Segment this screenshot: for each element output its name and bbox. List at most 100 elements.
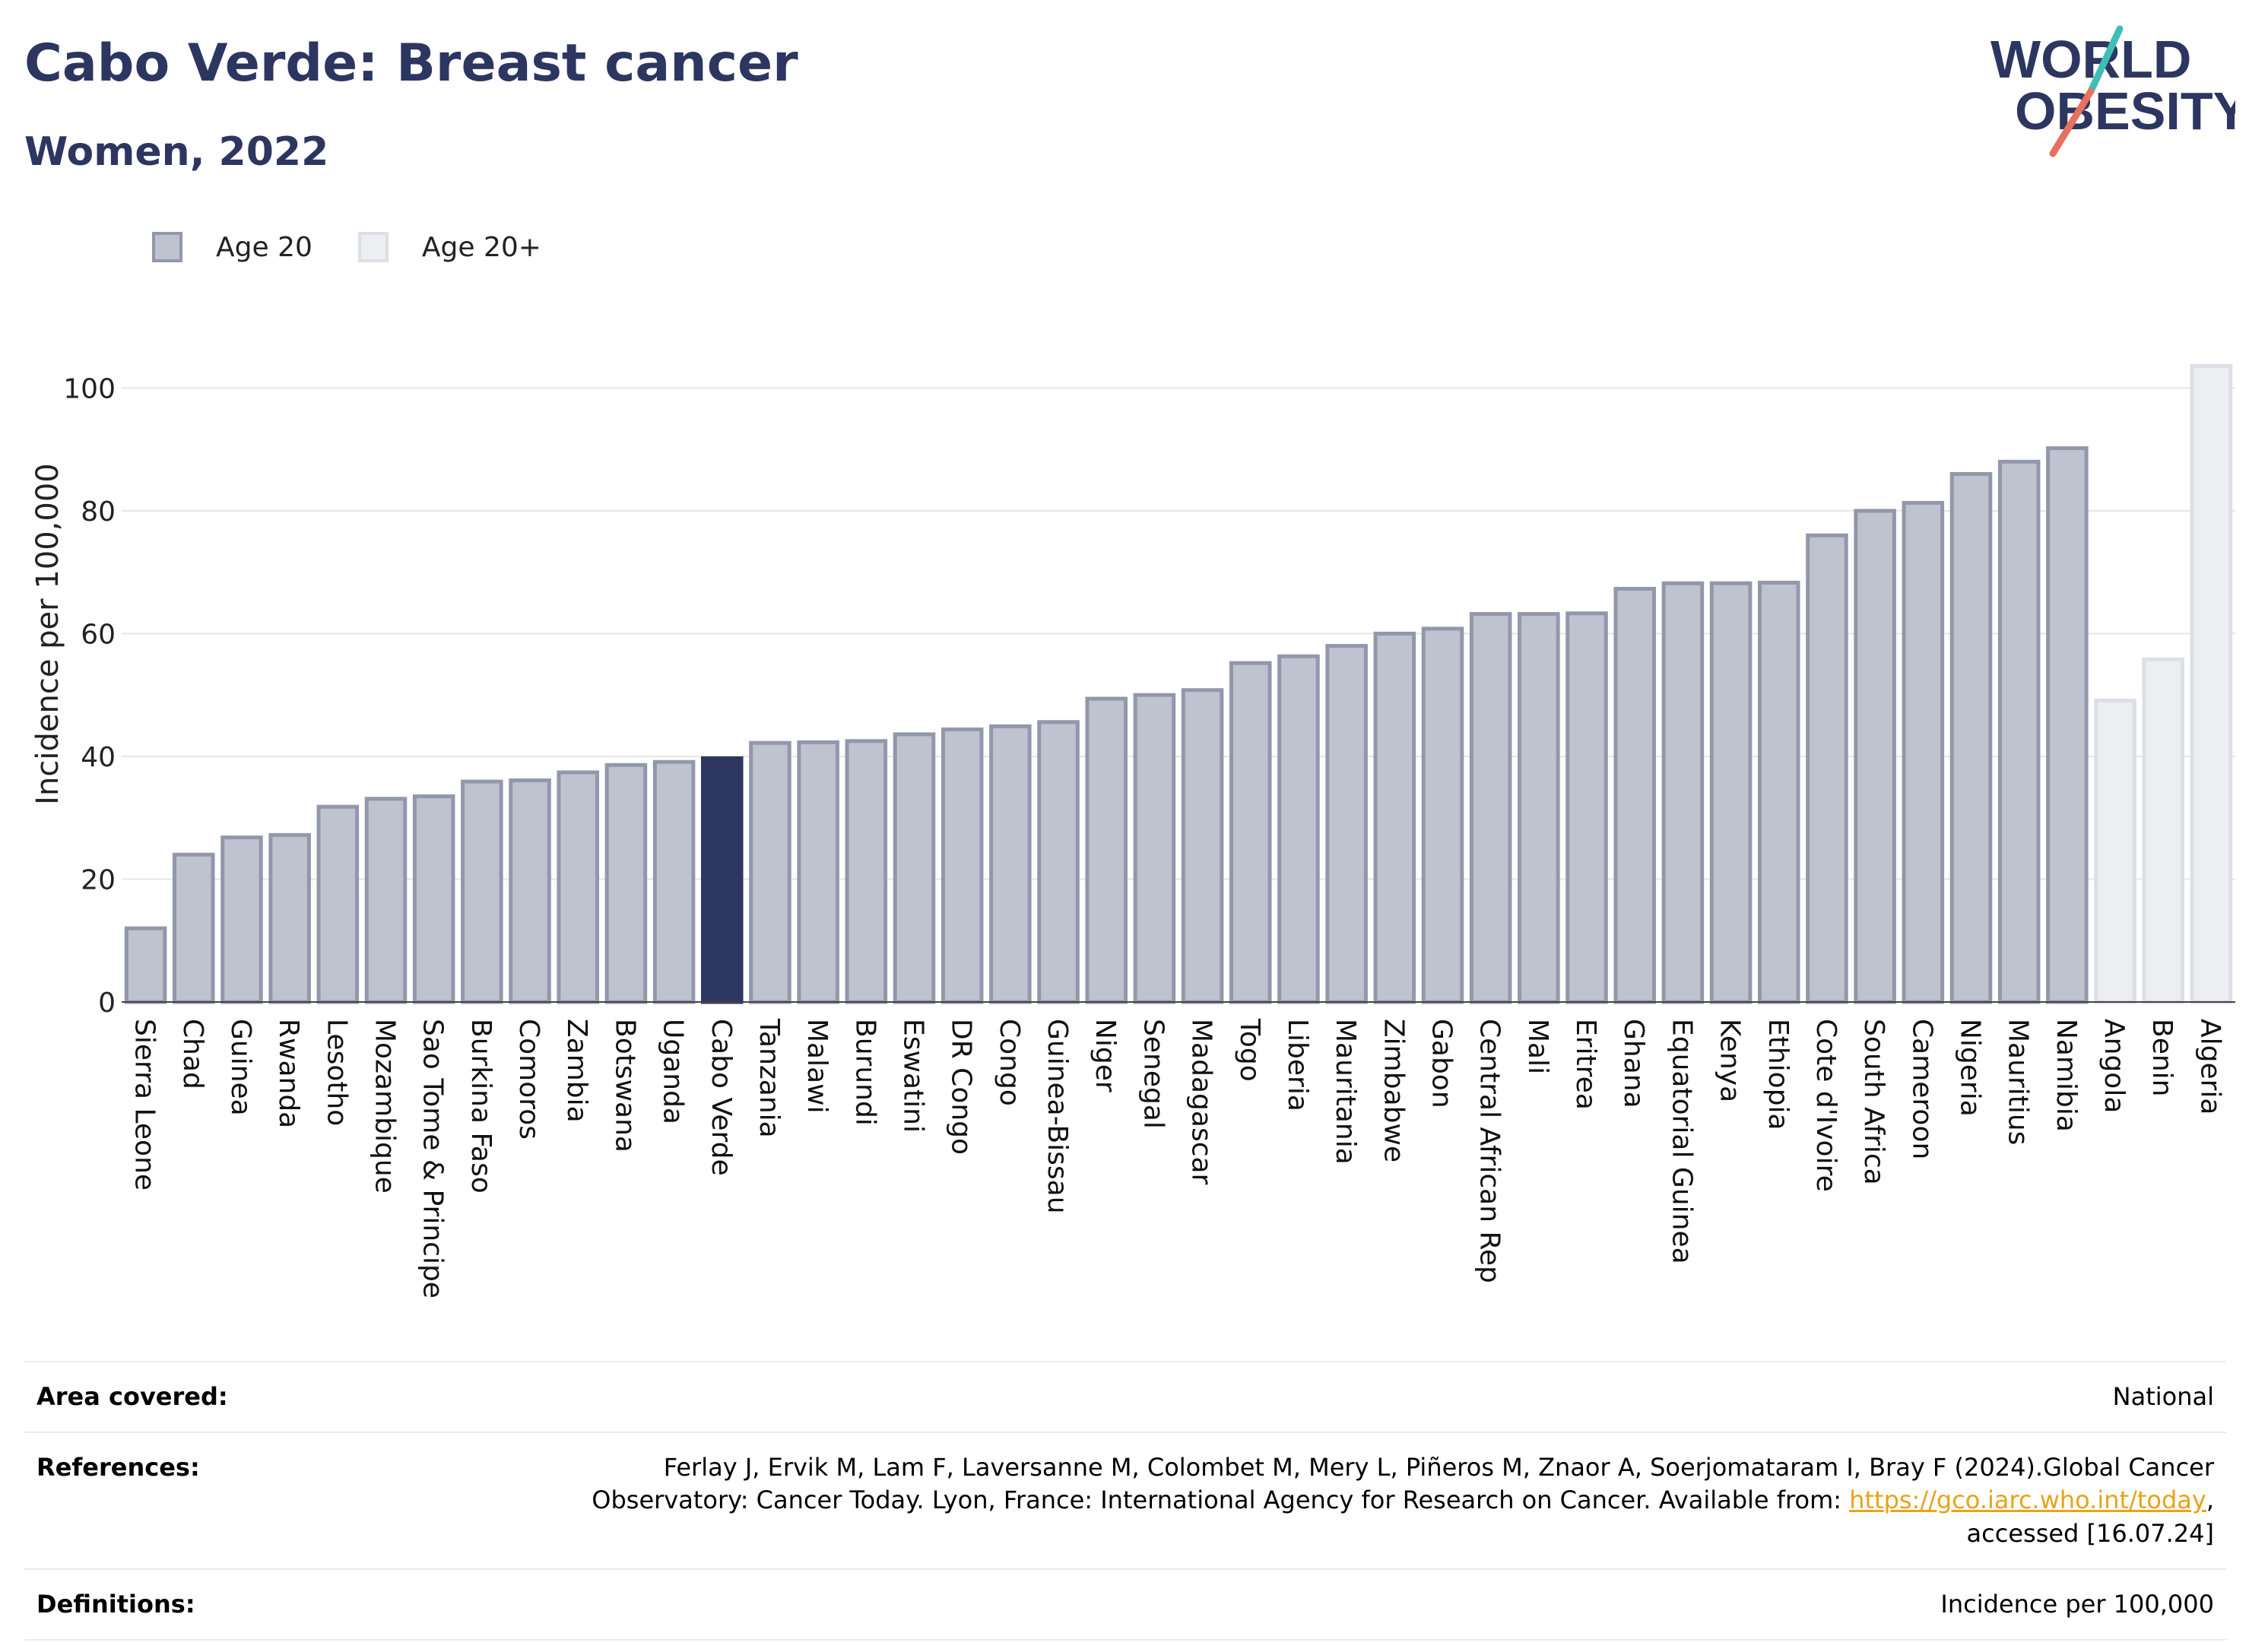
logo-slash-coral — [2049, 87, 2095, 157]
x-tick-label: Eritrea — [1570, 1019, 1601, 1110]
y-tick-label: 60 — [81, 619, 116, 650]
bar[interactable] — [509, 778, 551, 1004]
references-line-3: accessed [16.07.24] — [1966, 1518, 2214, 1548]
bar[interactable] — [1518, 612, 1560, 1004]
bar[interactable] — [1277, 654, 1320, 1004]
bar[interactable] — [749, 740, 791, 1004]
chart-subtitle: Women, 2022 — [24, 129, 329, 175]
x-tick-label: Cameroon — [1906, 1019, 1937, 1159]
x-tick-label: Tanzania — [753, 1018, 785, 1138]
references-link[interactable]: https://gco.iarc.who.int/today — [1849, 1486, 2206, 1515]
bar[interactable] — [1709, 581, 1753, 1004]
x-tick-label: Congo — [994, 1019, 1025, 1106]
bar[interactable] — [1229, 661, 1272, 1004]
x-tick-label: Nigeria — [1955, 1019, 1986, 1117]
x-tick-label: Guinea — [225, 1019, 256, 1116]
y-tick-label: 0 — [98, 988, 116, 1019]
x-tick-label: Cote d'Ivoire — [1810, 1019, 1841, 1192]
x-tick-label: Mauritania — [1330, 1019, 1361, 1165]
x-tick-label: Kenya — [1715, 1019, 1746, 1102]
bar[interactable] — [1421, 626, 1464, 1004]
bar[interactable] — [557, 770, 599, 1004]
bar[interactable] — [412, 794, 455, 1004]
x-tick-label: Burkina Faso — [465, 1019, 496, 1194]
references-label: References: — [24, 1432, 444, 1569]
bar[interactable] — [1854, 509, 1896, 1004]
bar[interactable] — [1565, 611, 1608, 1004]
bar[interactable] — [604, 763, 648, 1004]
bar[interactable] — [1469, 612, 1512, 1004]
x-tick-label: Sierra Leone — [129, 1019, 160, 1191]
bar[interactable] — [2094, 698, 2136, 1004]
bar[interactable] — [1806, 533, 1848, 1004]
bar[interactable] — [701, 756, 744, 1004]
y-tick-label: 40 — [81, 742, 116, 773]
bar[interactable] — [1037, 720, 1080, 1004]
x-tick-label: Zimbabwe — [1378, 1019, 1409, 1162]
x-tick-label: Zambia — [561, 1019, 592, 1123]
bar[interactable] — [1181, 688, 1224, 1004]
x-tick-label: Mauritius — [2003, 1019, 2034, 1145]
bar[interactable] — [220, 836, 263, 1004]
y-axis-label: Incidence per 100,000 — [30, 463, 65, 805]
chart-legend: Age 20 Age 20+ — [152, 224, 587, 270]
x-tick-label: Benin — [2146, 1019, 2178, 1096]
info-table: Area covered: National References: Ferla… — [24, 1360, 2226, 1641]
x-tick-label: South Africa — [1858, 1019, 1889, 1185]
x-tick-label: Liberia — [1282, 1019, 1313, 1111]
bar[interactable] — [1133, 693, 1176, 1004]
references-line-2-suffix: , — [2206, 1486, 2214, 1515]
bar[interactable] — [797, 740, 839, 1004]
x-tick-label: DR Congo — [946, 1019, 977, 1155]
bar[interactable] — [1373, 631, 1416, 1004]
bar[interactable] — [268, 832, 311, 1004]
x-tick-label: Burundi — [849, 1019, 880, 1126]
bar[interactable] — [124, 926, 167, 1004]
x-tick-label: Sao Tome & Principe — [417, 1019, 449, 1298]
info-row-area: Area covered: National — [24, 1360, 2226, 1433]
logo-line-1: WORLD — [1990, 30, 2191, 89]
bar[interactable] — [893, 732, 936, 1004]
x-tick-label: Senegal — [1137, 1019, 1169, 1129]
bar[interactable] — [1613, 586, 1657, 1004]
x-tick-label: Gabon — [1426, 1019, 1458, 1108]
bar[interactable] — [941, 727, 984, 1004]
x-tick-label: Botswana — [609, 1019, 640, 1153]
bar[interactable] — [1997, 459, 2041, 1004]
bar[interactable] — [1085, 696, 1128, 1004]
legend-item-age20[interactable]: Age 20 — [152, 232, 312, 263]
bar[interactable] — [316, 804, 360, 1004]
bar[interactable] — [173, 852, 215, 1004]
x-tick-label: Rwanda — [273, 1019, 304, 1128]
x-tick-label: Guinea-Bissau — [1042, 1019, 1073, 1214]
x-tick-label: Mali — [1522, 1019, 1553, 1074]
x-tick-label: Eswatini — [898, 1019, 929, 1133]
bar[interactable] — [2046, 446, 2089, 1004]
bar[interactable] — [2142, 657, 2185, 1004]
bar[interactable] — [1902, 500, 1945, 1004]
bar[interactable] — [1661, 581, 1705, 1004]
logo-slash-teal — [2087, 25, 2124, 95]
y-tick-label: 80 — [81, 496, 116, 528]
references-line-1: Ferlay J, Ervik M, Lam F, Laversanne M, … — [663, 1453, 2214, 1482]
x-tick-label: Ghana — [1618, 1019, 1649, 1108]
bar[interactable] — [461, 779, 503, 1004]
bar[interactable] — [989, 724, 1032, 1004]
bar-chart: 0 20 40 60 80 100 Incidence per 100,000 Sierra … — [30, 363, 2235, 1298]
x-tick-label: Malawi — [801, 1019, 833, 1114]
x-tick-label: Chad — [177, 1019, 208, 1089]
bar[interactable] — [845, 739, 888, 1004]
bar[interactable] — [2190, 363, 2233, 1004]
legend-swatch-age20 — [152, 232, 182, 262]
bar[interactable] — [1949, 471, 1993, 1004]
bar[interactable] — [364, 797, 408, 1004]
x-tick-label: Angola — [2098, 1019, 2130, 1113]
bar[interactable] — [1758, 580, 1800, 1004]
x-tick-label: Lesotho — [321, 1019, 352, 1126]
legend-item-age20plus[interactable]: Age 20+ — [357, 232, 541, 263]
x-tick-label: Comoros — [513, 1019, 544, 1140]
info-row-definitions: Definitions: Incidence per 100,000 — [24, 1568, 2226, 1641]
bar[interactable] — [652, 759, 696, 1004]
logo-line-2: OBESITY — [2015, 81, 2235, 141]
bar[interactable] — [1325, 644, 1368, 1004]
